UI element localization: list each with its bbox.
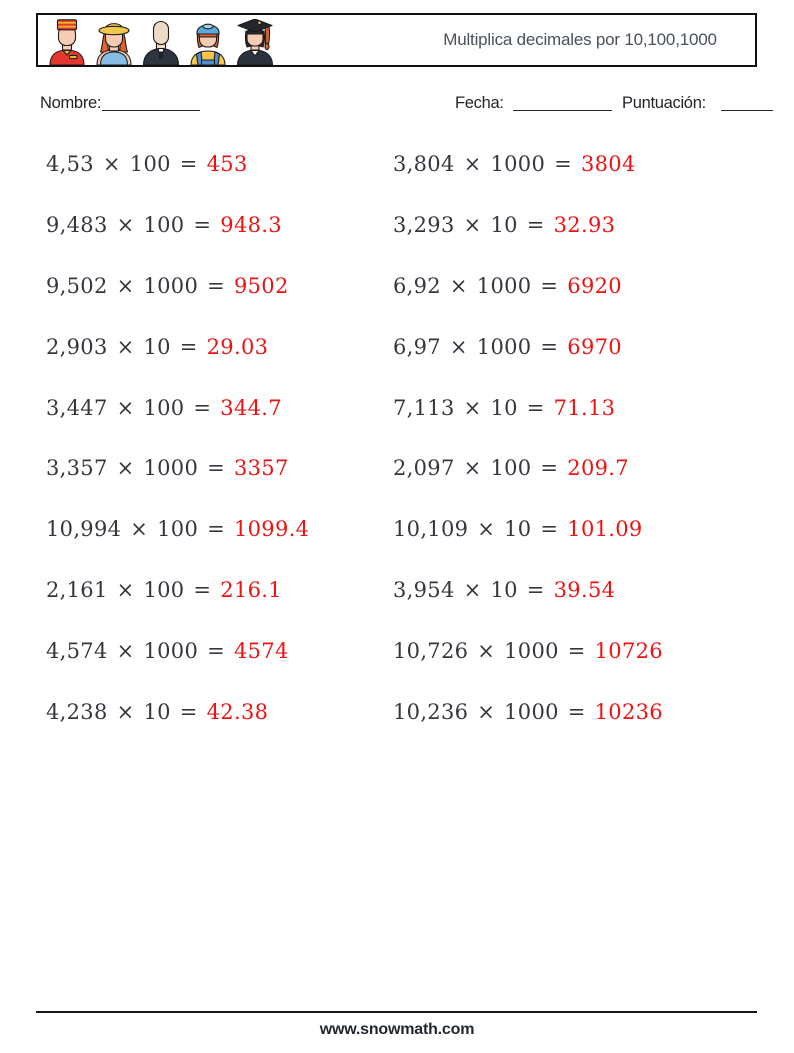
graduate-avatar-icon [236, 19, 274, 65]
problem-expression: 3,804 × 1000 = [393, 152, 581, 176]
footer-divider [36, 1011, 757, 1013]
problem-answer: 10236 [594, 700, 663, 725]
problem-answer: 1099.4 [233, 517, 310, 542]
avatar-row [47, 19, 275, 65]
problem-answer: 453 [206, 152, 248, 176]
priest-avatar-icon [142, 20, 180, 65]
problem-expression: 3,447 × 100 = [46, 395, 221, 420]
problem-expression: 9,502 × 1000 = [46, 273, 234, 298]
problem-answer: 3357 [233, 456, 289, 481]
problem-expression: 2,903 × 10 = [46, 334, 207, 359]
problem-answer: 6920 [567, 273, 622, 298]
problem-expression: 10,109 × 10 = [393, 517, 568, 542]
problem-answer: 216.1 [220, 578, 282, 603]
problem-expression: 10,236 × 1000 = [393, 700, 595, 725]
problem-expression: 2,097 × 100 = [393, 456, 568, 481]
page-title: Multiplica decimales por 10,100,1000 [443, 30, 717, 49]
problem-row: 6,97 × 1000 = 6970 [393, 335, 663, 396]
problem-row: 2,097 × 100 = 209.7 [393, 456, 663, 517]
problem-expression: 7,113 × 10 = [393, 395, 554, 420]
problem-expression: 9,483 × 100 = [46, 212, 221, 237]
problem-expression: 3,954 × 10 = [393, 578, 554, 603]
problem-row: 10,994 × 100 = 1099.4 [46, 517, 309, 578]
problem-row: 3,293 × 10 = 32.93 [393, 213, 663, 274]
date-fill-line [513, 110, 612, 111]
name-fill-line [102, 110, 200, 111]
bellhop-avatar-icon [49, 19, 85, 65]
problem-row: 10,236 × 1000 = 10236 [393, 700, 663, 761]
problem-row: 3,954 × 10 = 39.54 [393, 578, 663, 639]
problem-answer: 29.03 [206, 334, 269, 359]
problem-row: 3,447 × 100 = 344.7 [46, 396, 309, 457]
problem-expression: 4,53 × 100 = [46, 152, 207, 176]
score-label: Puntuación: [622, 94, 706, 112]
problem-answer: 71.13 [553, 395, 616, 420]
problem-row: 2,161 × 100 = 216.1 [46, 578, 309, 639]
score-fill-line [721, 110, 773, 111]
problem-expression: 6,92 × 1000 = [393, 273, 568, 298]
problem-answer: 6970 [567, 334, 622, 359]
footer-url: www.snowmath.com [319, 1021, 475, 1038]
problem-answer: 4574 [233, 639, 289, 664]
problem-row: 9,483 × 100 = 948.3 [46, 213, 309, 274]
problem-answer: 344.7 [220, 395, 282, 420]
problem-row: 2,903 × 10 = 29.03 [46, 335, 309, 396]
problem-row: 6,92 × 1000 = 6920 [393, 274, 663, 335]
problem-answer: 9502 [233, 273, 289, 298]
problem-answer: 209.7 [567, 456, 629, 481]
problem-row: 7,113 × 10 = 71.13 [393, 396, 663, 457]
problem-row: 4,53 × 100 = 453 [46, 152, 309, 213]
problem-expression: 6,97 × 1000 = [393, 334, 568, 359]
problem-row: 10,109 × 10 = 101.09 [393, 517, 663, 578]
problem-row: 4,574 × 1000 = 4574 [46, 639, 309, 700]
date-label: Fecha: [455, 94, 504, 112]
problem-answer: 10726 [594, 639, 663, 664]
problem-row: 10,726 × 1000 = 10726 [393, 639, 663, 700]
problem-answer: 948.3 [220, 212, 282, 237]
problem-expression: 3,357 × 1000 = [46, 456, 234, 481]
problem-answer: 42.38 [206, 700, 269, 725]
problem-row: 4,238 × 10 = 42.38 [46, 700, 309, 761]
name-label: Nombre: [40, 94, 102, 112]
problem-answer: 3804 [580, 152, 636, 176]
problem-answer: 39.54 [553, 578, 616, 603]
problem-row: 3,804 × 1000 = 3804 [393, 152, 663, 213]
problem-row: 9,502 × 1000 = 9502 [46, 274, 309, 335]
problem-answer: 32.93 [553, 212, 616, 237]
problem-answer: 101.09 [567, 517, 643, 542]
problems-column-right: 3,804 × 1000 = 3804 3,293 × 10 = 32.93 6,9… [393, 152, 663, 761]
problem-expression: 4,238 × 10 = [46, 700, 207, 725]
problem-expression: 10,994 × 100 = [46, 517, 234, 542]
problem-expression: 3,293 × 10 = [393, 212, 554, 237]
problems-column-left: 4,53 × 100 = 453 9,483 × 100 = 948.3 9,502… [46, 152, 309, 761]
gardener-avatar-icon [96, 23, 132, 65]
worker-avatar-icon [190, 23, 226, 65]
problem-expression: 4,574 × 1000 = [46, 639, 234, 664]
header-box: Multiplica decimales por 10,100,1000 [36, 13, 757, 67]
problem-row: 3,357 × 1000 = 3357 [46, 456, 309, 517]
problem-expression: 2,161 × 100 = [46, 578, 221, 603]
problem-expression: 10,726 × 1000 = [393, 639, 595, 664]
